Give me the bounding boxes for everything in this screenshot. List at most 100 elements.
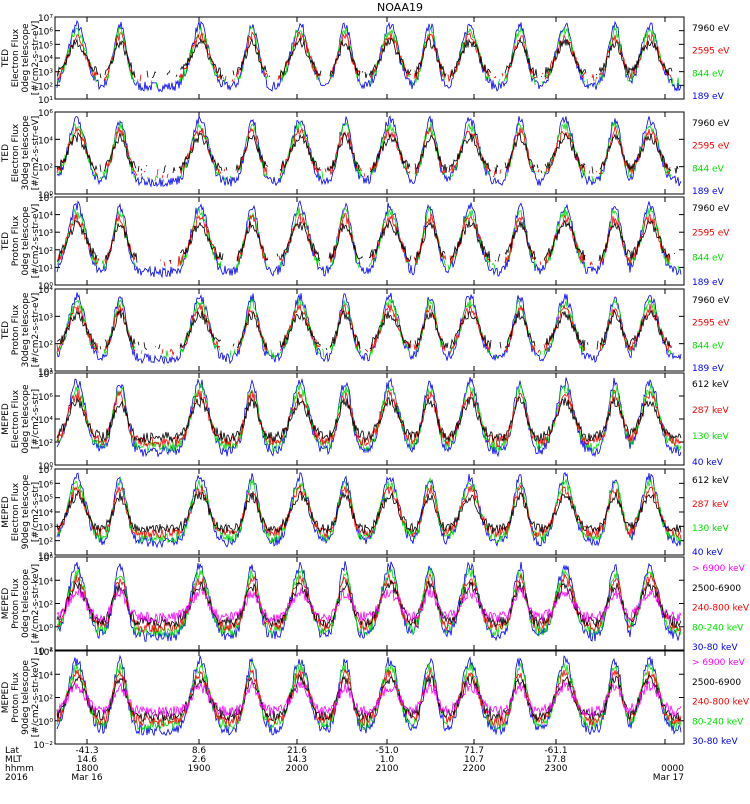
series-trace [57, 310, 679, 350]
y-tick-label: 10⁶ [38, 648, 53, 658]
legend-entry: 2500-6900 [692, 584, 741, 594]
x-tick-label: -41.3 [75, 746, 98, 756]
series-trace [56, 567, 682, 639]
legend-entry: 7960 eV [692, 119, 730, 129]
y-axis-label-line: Proton Flux [11, 672, 21, 723]
legend-entry: 7960 eV [692, 24, 730, 34]
y-tick-label: 10² [38, 247, 53, 257]
y-axis-label-line: 30deg telescope [21, 115, 31, 190]
y-axis-label-line: TED [1, 49, 11, 68]
legend-entry: 30-80 keV [692, 643, 738, 653]
y-axis-label-line: [#/cm2-s-str] [31, 482, 41, 542]
x-tick-label: 17.8 [546, 755, 566, 765]
legend-entry: 612 keV [692, 380, 729, 390]
legend-entry: 7960 eV [692, 204, 730, 214]
y-axis-label-line: [#/cm2-s-str-eV] [31, 21, 41, 96]
y-tick-label: 10⁷ [38, 14, 53, 24]
y-axis-label-line: [#/cm2-s-str-keV] [31, 564, 41, 643]
legend-entry: 189 eV [692, 92, 725, 102]
y-tick-label: 10¹ [38, 368, 53, 378]
y-axis-label-line: 0deg telescope [21, 384, 31, 454]
series-trace [56, 389, 682, 448]
legend-entry: 189 eV [692, 278, 725, 288]
legend-entry: 287 keV [692, 406, 729, 416]
legend-entry: 844 eV [692, 253, 725, 263]
series-trace [57, 38, 678, 78]
x-tick-label: 21.6 [287, 746, 307, 756]
series-trace [57, 299, 681, 359]
y-tick-label: 10⁶ [38, 393, 53, 403]
x-row-label: 2016 [5, 773, 28, 783]
y-axis-label: TED Electron Flux 0deg telescope [#/cm2-s-s… [1, 21, 41, 96]
y-tick-label: 10² [38, 164, 53, 174]
y-tick-label: 10⁵ [38, 194, 53, 204]
y-tick-label: 10⁴ [38, 212, 53, 222]
legend-entry: 80-240 keV [692, 717, 744, 727]
legend-entry: 2595 eV [692, 229, 730, 239]
y-axis-label-line: MEPED [1, 496, 11, 528]
y-tick-label: 10⁰ [38, 718, 53, 728]
series-trace [56, 26, 680, 88]
x-tick-label: 1800 [76, 764, 99, 774]
series-trace [56, 585, 682, 624]
y-tick-label: 10⁴ [38, 671, 53, 681]
y-tick-label: 10⁻² [33, 741, 53, 751]
y-tick-label: 10⁶ [38, 109, 53, 119]
legend-entry: 40 keV [692, 458, 724, 468]
y-axis-label: MEPED Electron Flux 0deg telescope [#/cm2-s… [1, 384, 41, 454]
legend-entry: > 6900 keV [692, 658, 746, 668]
legend-entry: 189 eV [692, 364, 725, 374]
y-axis-label-line: MEPED [1, 588, 11, 620]
y-tick-label: 10⁵ [38, 41, 53, 51]
legend-entry: 130 keV [692, 524, 729, 534]
y-tick-label: 10⁴ [38, 136, 53, 146]
y-axis-label: TED Proton Flux 0deg telescope [#/cm2-s-str… [1, 204, 41, 279]
legend-entry: > 6900 keV [692, 564, 746, 574]
y-axis-label-line: 90deg telescope [21, 660, 31, 735]
panel-frame [54, 288, 685, 372]
legend-entry: 287 keV [692, 500, 729, 510]
series-trace [56, 396, 682, 444]
y-tick-label: 10⁴ [38, 286, 53, 296]
legend-entry: 189 eV [692, 187, 725, 197]
y-tick-label: 10⁰ [38, 624, 53, 634]
series-trace [56, 490, 682, 535]
y-tick-label: 10⁴ [38, 509, 53, 519]
series-trace [57, 304, 680, 355]
legend-entry: 844 eV [692, 69, 725, 79]
y-axis-label: MEPED Proton Flux 90deg telescope [#/cm2-s-… [1, 658, 41, 737]
y-axis-label-line: Proton Flux [11, 304, 21, 355]
y-tick-label: 10² [38, 82, 53, 92]
x-tick-label: 2200 [463, 764, 486, 774]
panel-frame [54, 468, 685, 556]
legend-entry: 130 keV [692, 432, 729, 442]
x-tick-label: 2.6 [192, 755, 207, 765]
y-axis-label-line: [#/cm2-s-str] [31, 389, 41, 449]
y-tick-label: 10⁶ [38, 554, 53, 564]
y-tick-label: 10¹ [38, 264, 53, 274]
legend-entry: 40 keV [692, 548, 724, 558]
y-tick-label: 10⁰ [38, 191, 53, 201]
y-axis-label: TED Proton Flux 30deg telescope [#/cm2-s-st… [1, 292, 41, 367]
panel-5: 10⁰ 10² 10⁴ 10⁶ 10⁸ MEPED Electron Flux 0deg te… [1, 370, 729, 472]
y-tick-label: 10⁶ [38, 480, 53, 490]
y-tick-label: 10¹ [38, 96, 53, 106]
legend-entry: 612 keV [692, 476, 729, 486]
y-axis-label-line: MEPED [1, 682, 11, 714]
x-row-label: MLT [5, 755, 23, 765]
y-tick-label: 10² [38, 601, 53, 611]
x-tick-label: Mar 16 [71, 773, 103, 783]
x-tick-label: -51.0 [375, 746, 399, 756]
series-trace [56, 206, 681, 273]
y-axis-label-line: Electron Flux [11, 28, 21, 87]
y-axis-label-line: Electron Flux [11, 123, 21, 182]
y-tick-label: 10⁴ [38, 416, 53, 426]
series-trace [57, 213, 675, 267]
y-tick-label: 10² [38, 538, 53, 548]
